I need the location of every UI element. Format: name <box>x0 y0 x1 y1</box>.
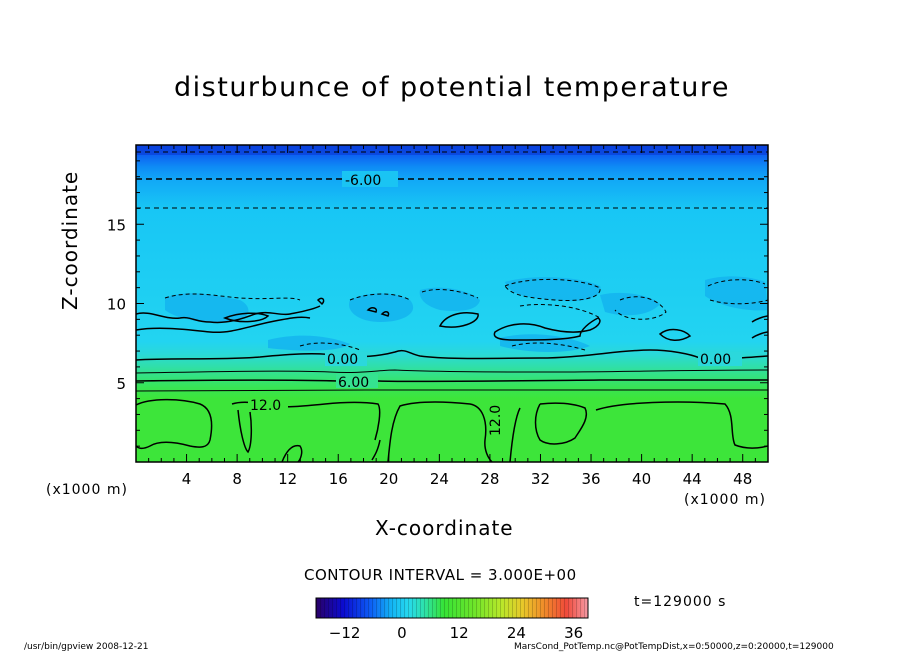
contour-12 <box>136 398 768 462</box>
colorbar-frame <box>315 597 589 619</box>
cloud-patches <box>165 276 768 352</box>
colorbar-ticks: −12 0 12 24 36 <box>329 624 583 642</box>
x-tick-label: 16 <box>329 470 348 488</box>
colorbar-tick-label: 36 <box>564 624 583 642</box>
x-tick-label: 4 <box>182 470 192 488</box>
x-tick-label: 20 <box>379 470 398 488</box>
x-tick-label: 24 <box>430 470 449 488</box>
y-axis-unit: (x1000 m) <box>46 482 128 498</box>
time-label: t=129000 s <box>634 594 727 610</box>
colorbar-tick-label: 0 <box>397 624 407 642</box>
y-axis: 5 10 15 <box>107 144 768 463</box>
x-axis-label: X-coordinate <box>375 516 514 540</box>
x-tick-label: 44 <box>683 470 702 488</box>
colorbar-tick-label: −12 <box>329 624 361 642</box>
contour-label: 6.00 <box>338 375 369 391</box>
x-axis: 4 8 12 16 20 24 28 32 36 40 44 48 <box>135 145 769 488</box>
x-tick-label: 48 <box>733 470 752 488</box>
colorbar-tick-label: 12 <box>450 624 469 642</box>
contour-label: 0.00 <box>700 352 731 368</box>
contour-label: 12.0 <box>488 405 504 436</box>
boundary-contours <box>136 349 768 392</box>
contour-label: -6.00 <box>345 173 381 189</box>
y-tick-label: 15 <box>107 216 126 234</box>
contour-label: 0.00 <box>327 352 358 368</box>
x-tick-label: 12 <box>278 470 297 488</box>
x-tick-label: 36 <box>581 470 600 488</box>
x-tick-label: 28 <box>480 470 499 488</box>
top-band <box>136 145 768 155</box>
footer-left: /usr/bin/gpview 2008-12-21 <box>24 642 149 652</box>
x-axis-unit: (x1000 m) <box>684 492 766 508</box>
contour-interval: CONTOUR INTERVAL = 3.000E+00 <box>304 566 577 584</box>
zero-contours <box>136 297 768 341</box>
dashed-cloud-contours <box>164 279 768 351</box>
chart-title: disturbunce of potential temperature <box>174 72 730 103</box>
x-tick-label: 8 <box>232 470 242 488</box>
y-tick-label: 5 <box>116 375 126 393</box>
colorbar-tick-label: 24 <box>507 624 526 642</box>
y-tick-label: 10 <box>107 296 126 314</box>
x-tick-label: 32 <box>531 470 550 488</box>
contour-label: 12.0 <box>250 398 281 414</box>
x-tick-label: 40 <box>632 470 651 488</box>
colorbar-stripes <box>316 598 588 618</box>
footer-right: MarsCond_PotTemp.nc@PotTempDist,x=0:5000… <box>514 642 834 652</box>
